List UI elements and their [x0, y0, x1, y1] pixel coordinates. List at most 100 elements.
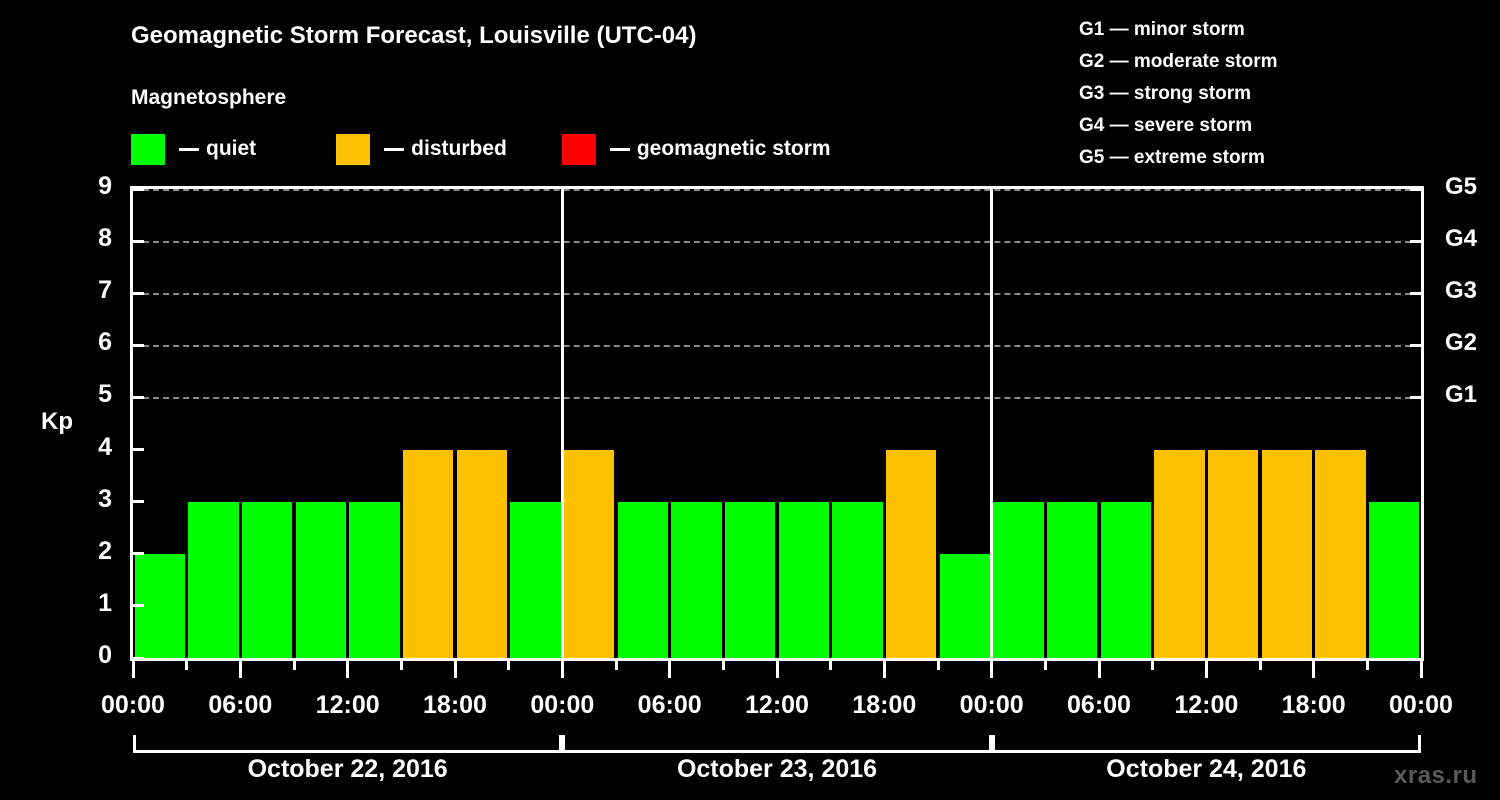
bar-8: [563, 449, 615, 658]
y-label-6: 6: [98, 328, 112, 357]
bar-17: [1046, 501, 1098, 658]
gridline-kp-9: [133, 189, 1421, 191]
g-tick-g2: [1410, 343, 1421, 347]
g-label-g5: G5: [1445, 173, 1478, 200]
x-label-7: 18:00: [852, 691, 917, 719]
y-label-2: 2: [98, 536, 112, 565]
x-tick-major-8: [560, 661, 564, 678]
legend-item-disturbed: disturbed: [336, 133, 507, 165]
day-separator-2: [990, 189, 994, 658]
y-tick-1: [133, 604, 144, 608]
x-label-11: 18:00: [1281, 691, 1346, 719]
day-bracket-2: [562, 735, 992, 753]
bar-9: [617, 501, 669, 658]
y-axis-title: Kp: [41, 408, 73, 435]
x-tick-minor-17: [1043, 661, 1047, 670]
g-tick-g5: [1410, 187, 1421, 191]
legend-swatch-disturbed: [336, 133, 371, 165]
x-tick-major-14: [882, 661, 886, 678]
bar-14: [885, 449, 937, 658]
x-label-5: 06:00: [637, 691, 702, 719]
x-label-4: 00:00: [530, 691, 595, 719]
x-tick-major-22: [1312, 661, 1316, 678]
gscale-line-g3: G3 — strong storm: [1079, 83, 1252, 104]
x-label-0: 00:00: [101, 691, 165, 719]
x-tick-major-12: [775, 661, 779, 678]
legend-dash-icon: [609, 147, 630, 151]
x-label-2: 12:00: [315, 691, 380, 719]
legend-swatch-storm: [561, 133, 596, 165]
y-tick-0: [133, 656, 144, 660]
x-tick-major-16: [990, 661, 994, 678]
bar-20: [1207, 449, 1259, 658]
y-label-1: 1: [98, 588, 112, 617]
bar-7: [510, 501, 561, 658]
gridline-kp-8: [133, 241, 1421, 244]
watermark: xras.ru: [1394, 762, 1478, 789]
legend-label-disturbed: disturbed: [411, 137, 507, 160]
gridline-kp-7: [133, 293, 1421, 296]
x-tick-minor-9: [614, 661, 618, 670]
legend-label-quiet: quiet: [206, 137, 257, 160]
day-bracket-3: [991, 735, 1421, 753]
bar-16: [993, 501, 1044, 658]
y-label-8: 8: [98, 224, 112, 253]
gscale-line-g1: G1 — minor storm: [1079, 19, 1245, 40]
x-tick-minor-23: [1365, 661, 1369, 670]
bar-13: [832, 501, 883, 658]
y-label-5: 5: [98, 380, 112, 409]
bar-4: [349, 501, 400, 658]
bar-15: [939, 553, 991, 658]
bar-12: [778, 501, 830, 658]
gscale-line-g2: G2 — moderate storm: [1079, 51, 1278, 72]
g-label-g4: G4: [1445, 225, 1478, 253]
day-label-1: October 22, 2016: [247, 755, 448, 783]
gscale-line-g4: G4 — severe storm: [1079, 115, 1253, 136]
x-tick-minor-15: [936, 661, 940, 670]
legend-item-quiet: quiet: [131, 133, 256, 165]
gridline-kp-6: [133, 345, 1421, 348]
bar-11: [724, 501, 776, 658]
legend-swatch-quiet: [131, 133, 165, 165]
day-label-2: October 23, 2016: [676, 755, 878, 783]
x-tick-major-4: [346, 661, 350, 678]
g-tick-g4: [1410, 239, 1421, 243]
x-tick-minor-3: [292, 661, 296, 670]
y-tick-7: [133, 291, 144, 295]
x-label-10: 12:00: [1174, 691, 1239, 719]
y-tick-2: [133, 552, 144, 556]
x-tick-major-20: [1204, 661, 1208, 678]
day-label-3: October 24, 2016: [1106, 755, 1307, 783]
g-tick-g3: [1410, 291, 1421, 295]
x-tick-major-18: [1097, 661, 1101, 678]
x-tick-minor-21: [1258, 661, 1262, 670]
legend-item-storm: geomagnetic storm: [561, 133, 831, 165]
bar-19: [1154, 449, 1205, 658]
x-tick-minor-19: [1151, 661, 1155, 670]
x-tick-minor-5: [399, 661, 403, 670]
x-label-3: 18:00: [423, 691, 487, 719]
y-label-9: 9: [98, 172, 112, 200]
g-label-g1: G1: [1445, 381, 1478, 409]
legend-dash-icon: [384, 147, 405, 151]
gscale-line-g5: G5 — extreme storm: [1079, 147, 1265, 168]
legend-dash-icon: [179, 147, 199, 151]
magnetosphere-legend: quiet disturbed geomagnetic storm: [131, 133, 831, 165]
y-tick-5: [133, 395, 144, 399]
y-tick-6: [133, 343, 144, 347]
y-tick-8: [133, 239, 144, 243]
x-label-6: 12:00: [745, 691, 809, 719]
x-tick-minor-11: [721, 661, 725, 670]
x-label-8: 00:00: [959, 691, 1024, 719]
y-tick-9: [133, 187, 144, 191]
x-tick-major-24: [1419, 661, 1423, 678]
x-tick-minor-7: [507, 661, 511, 670]
g-label-g2: G2: [1445, 329, 1478, 357]
y-label-7: 7: [98, 276, 112, 305]
bar-3: [295, 501, 347, 658]
x-tick-minor-13: [829, 661, 833, 670]
bar-10: [671, 501, 722, 658]
x-tick-major-0: [131, 661, 135, 678]
gridline-kp-5: [133, 397, 1421, 400]
plot-area: [130, 186, 1424, 661]
